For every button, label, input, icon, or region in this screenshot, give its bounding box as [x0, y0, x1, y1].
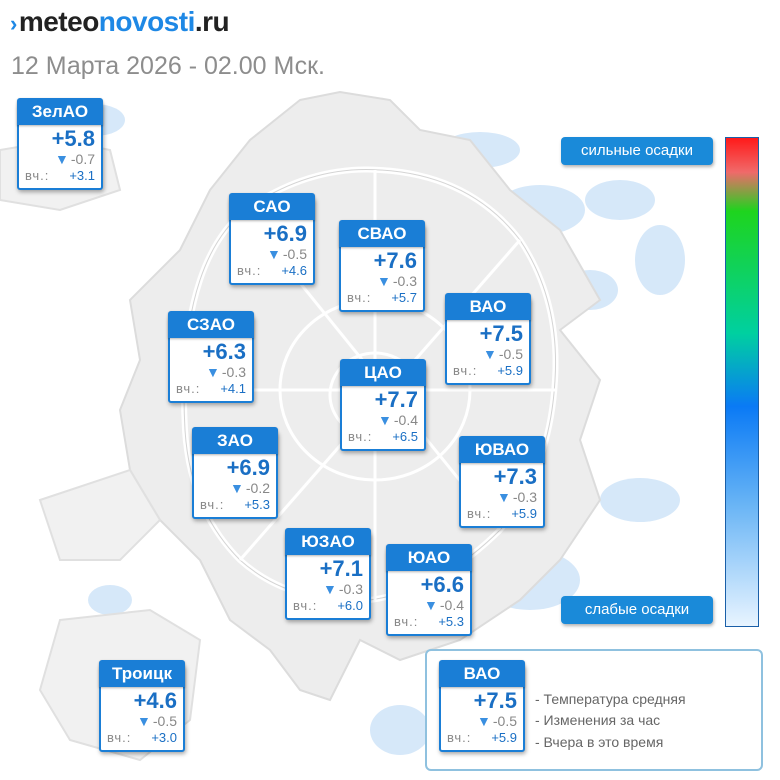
page-subtitle: 12 Марта 2026 - 02.00 Мск.: [11, 52, 325, 80]
district-yesterday: вч.: +6.0: [293, 598, 363, 613]
down-triangle-icon: ▼: [424, 597, 438, 613]
down-triangle-icon: ▼: [206, 364, 220, 380]
district-name: ЗелАО: [17, 98, 103, 125]
district-name: Троицк: [99, 660, 185, 687]
district-name: СЗАО: [168, 311, 254, 338]
district-card-troitsk[interactable]: Троицк +4.6 ▼ -0.5 вч.: +3.0: [99, 660, 185, 752]
district-card-sao[interactable]: САО +6.9 ▼ -0.5 вч.: +4.6: [229, 193, 315, 285]
district-temp: +7.6: [373, 248, 417, 273]
district-yesterday: вч.: +5.3: [394, 614, 464, 629]
district-temp: +7.7: [374, 387, 418, 412]
logo-mark-icon: ›: [10, 11, 17, 36]
district-yesterday: вч.: +3.1: [25, 168, 95, 183]
legend-example-change: ▼ -0.5: [477, 713, 517, 729]
brand-logo[interactable]: ›meteonovosti.ru: [10, 6, 230, 37]
down-triangle-icon: ▼: [267, 246, 281, 262]
district-name: СВАО: [339, 220, 425, 247]
district-name: ЮВАО: [459, 436, 545, 463]
district-name: ЮАО: [386, 544, 472, 571]
legend-example-temp: +7.5: [473, 688, 517, 713]
legend-line-change: - Изменения за час: [535, 712, 661, 728]
district-temp: +6.3: [202, 339, 246, 364]
district-card-zao[interactable]: ЗАО +6.9 ▼ -0.2 вч.: +5.3: [192, 427, 278, 519]
district-card-tsao[interactable]: ЦАО +7.7 ▼ -0.4 вч.: +6.5: [340, 359, 426, 451]
down-triangle-icon: ▼: [137, 713, 151, 729]
district-name: ЮЗАО: [285, 528, 371, 555]
district-temp: +6.9: [226, 455, 270, 480]
district-name: ЗАО: [192, 427, 278, 454]
district-temp: +7.5: [479, 321, 523, 346]
precip-gradient-bar: [725, 137, 759, 627]
district-yesterday: вч.: +6.5: [348, 429, 418, 444]
district-yesterday: вч.: +5.9: [467, 506, 537, 521]
district-temp: +6.9: [263, 221, 307, 246]
district-yesterday: вч.: +4.1: [176, 381, 246, 396]
down-triangle-icon: ▼: [377, 273, 391, 289]
district-card-vao[interactable]: ВАО +7.5 ▼ -0.5 вч.: +5.9: [445, 293, 531, 385]
district-change: ▼ -0.2: [230, 480, 270, 496]
district-name: ЦАО: [340, 359, 426, 386]
district-change: ▼ -0.3: [377, 273, 417, 289]
city-outline-west: [38, 468, 162, 561]
district-yesterday: вч.: +4.6: [237, 263, 307, 278]
district-card-zelao[interactable]: ЗелАО +5.8 ▼ -0.7 вч.: +3.1: [17, 98, 103, 190]
district-name: ВАО: [445, 293, 531, 320]
district-card-yuao[interactable]: ЮАО +6.6 ▼ -0.4 вч.: +5.3: [386, 544, 472, 636]
district-yesterday: вч.: +5.7: [347, 290, 417, 305]
legend-line-yesterday: - Вчера в это время: [535, 734, 664, 750]
down-triangle-icon: ▼: [483, 346, 497, 362]
district-temp: +7.3: [493, 464, 537, 489]
weak-precip-label: слабые осадки: [561, 596, 713, 624]
district-change: ▼ -0.3: [323, 581, 363, 597]
district-change: ▼ -0.7: [55, 151, 95, 167]
district-card-svao[interactable]: СВАО +7.6 ▼ -0.3 вч.: +5.7: [339, 220, 425, 312]
legend-example-card: ВАО +7.5 ▼ -0.5 вч.: +5.9: [439, 660, 525, 752]
district-change: ▼ -0.5: [267, 246, 307, 262]
district-change: ▼ -0.5: [483, 346, 523, 362]
strong-precip-label: сильные осадки: [561, 137, 713, 165]
district-change: ▼ -0.3: [206, 364, 246, 380]
legend-example-yesterday: вч.: +5.9: [447, 730, 517, 745]
district-temp: +4.6: [133, 688, 177, 713]
district-change: ▼ -0.3: [497, 489, 537, 505]
down-triangle-icon: ▼: [230, 480, 244, 496]
district-temp: +7.1: [319, 556, 363, 581]
district-yesterday: вч.: +5.9: [453, 363, 523, 378]
legend-example-name: ВАО: [439, 660, 525, 687]
district-card-yuvao[interactable]: ЮВАО +7.3 ▼ -0.3 вч.: +5.9: [459, 436, 545, 528]
down-triangle-icon: ▼: [55, 151, 69, 167]
district-name: САО: [229, 193, 315, 220]
district-card-yuzao[interactable]: ЮЗАО +7.1 ▼ -0.3 вч.: +6.0: [285, 528, 371, 620]
district-change: ▼ -0.4: [424, 597, 464, 613]
district-change: ▼ -0.5: [137, 713, 177, 729]
district-temp: +6.6: [420, 572, 464, 597]
district-card-szao[interactable]: СЗАО +6.3 ▼ -0.3 вч.: +4.1: [168, 311, 254, 403]
down-triangle-icon: ▼: [323, 581, 337, 597]
district-temp: +5.8: [51, 126, 95, 151]
district-yesterday: вч.: +3.0: [107, 730, 177, 745]
district-change: ▼ -0.4: [378, 412, 418, 428]
district-yesterday: вч.: +5.3: [200, 497, 270, 512]
down-triangle-icon: ▼: [497, 489, 511, 505]
down-triangle-icon: ▼: [378, 412, 392, 428]
down-triangle-icon: ▼: [477, 713, 491, 729]
legend-line-temp: - Температура средняя: [535, 691, 686, 707]
